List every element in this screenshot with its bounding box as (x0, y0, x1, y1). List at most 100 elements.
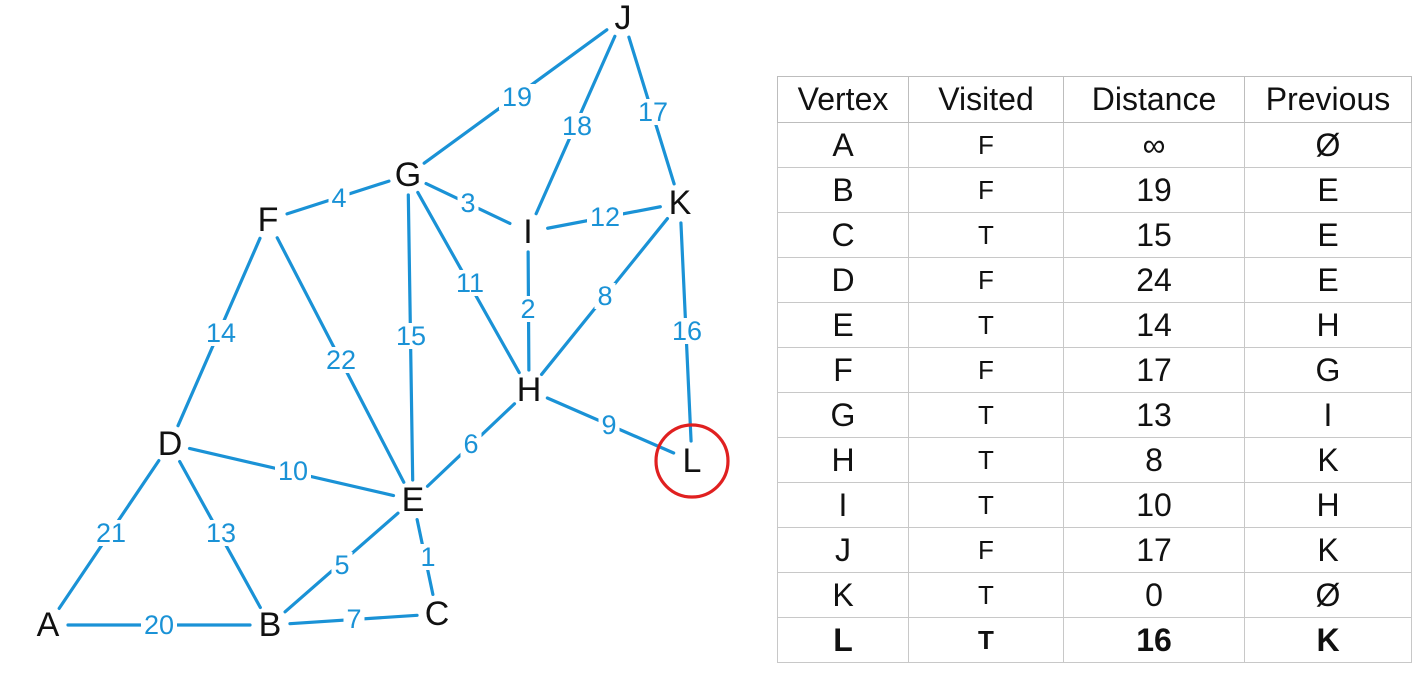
cell-distance: 10 (1064, 483, 1245, 528)
table-row-A: A F ∞ Ø (778, 123, 1412, 168)
cell-previous: K (1245, 618, 1412, 663)
edge-weight-G-H: 11 (456, 268, 484, 298)
header-visited: Visited (909, 77, 1064, 123)
edge-weight-B-C: 7 (346, 604, 361, 634)
edge-weight-F-E: 22 (326, 345, 356, 375)
edge-weight-D-F: 14 (206, 318, 236, 348)
cell-visited: T (909, 618, 1064, 663)
edge-weight-D-B: 13 (206, 518, 236, 548)
cell-distance: 8 (1064, 438, 1245, 483)
edge-weight-H-L: 9 (601, 410, 616, 440)
cell-distance: 19 (1064, 168, 1245, 213)
cell-previous: Ø (1245, 123, 1412, 168)
edge-weight-A-D: 21 (96, 518, 126, 548)
vertex-I: I (523, 213, 532, 251)
header-distance: Distance (1064, 77, 1245, 123)
cell-previous: H (1245, 483, 1412, 528)
cell-previous: G (1245, 348, 1412, 393)
edge-weight-E-B: 5 (334, 550, 349, 580)
header-vertex: Vertex (778, 77, 909, 123)
edge-weight-G-E: 15 (396, 321, 426, 351)
edge-weight-K-L: 16 (672, 316, 702, 346)
edge-weight-A-B: 20 (144, 610, 174, 640)
cell-distance: 16 (1064, 618, 1245, 663)
cell-distance: 0 (1064, 573, 1245, 618)
edge-weight-J-K: 17 (638, 97, 668, 127)
edge-weight-G-J: 19 (502, 82, 532, 112)
cell-visited: T (909, 573, 1064, 618)
edge-layer (59, 30, 691, 625)
edge-weight-K-H: 8 (597, 281, 612, 311)
vertex-layer: A B CDEFGHIJKL (37, 0, 728, 644)
cell-previous: K (1245, 438, 1412, 483)
vertex-B: B (259, 606, 282, 644)
cell-vertex: J (778, 528, 909, 573)
vertex-L: L (683, 442, 702, 480)
table-row-C: C T 15 E (778, 213, 1412, 258)
cell-vertex: I (778, 483, 909, 528)
vertex-J: J (615, 0, 632, 37)
cell-previous: Ø (1245, 573, 1412, 618)
cell-previous: E (1245, 213, 1412, 258)
cell-visited: F (909, 528, 1064, 573)
cell-visited: F (909, 123, 1064, 168)
table-row-I: I T 10 H (778, 483, 1412, 528)
table-row-L: L T 16 K (778, 618, 1412, 663)
header-previous: Previous (1245, 77, 1412, 123)
vertex-A: A (37, 606, 60, 644)
table-body: A F ∞ Ø B F 19 E C T 15 E D F 24 E E T 14 H F F 17 G G T 13 I H T 8 K I T… (778, 123, 1412, 663)
cell-previous: H (1245, 303, 1412, 348)
vertex-G: G (395, 156, 421, 194)
edge-weight-G-I: 3 (460, 188, 475, 218)
edge-weight-E-C: 1 (420, 542, 435, 572)
cell-vertex: G (778, 393, 909, 438)
cell-distance: 13 (1064, 393, 1245, 438)
cell-vertex: C (778, 213, 909, 258)
table-header-row: Vertex Visited Distance Previous (778, 77, 1412, 123)
cell-distance: 17 (1064, 348, 1245, 393)
table-row-J: J F 17 K (778, 528, 1412, 573)
vertex-E: E (402, 481, 425, 519)
cell-previous: E (1245, 168, 1412, 213)
cell-vertex: E (778, 303, 909, 348)
cell-vertex: F (778, 348, 909, 393)
cell-visited: F (909, 258, 1064, 303)
vertex-C: C (425, 595, 450, 633)
table-row-D: D F 24 E (778, 258, 1412, 303)
edge-weight-I-J: 18 (562, 111, 592, 141)
edge-weight-F-G: 4 (331, 183, 346, 213)
edge-weight-I-K: 12 (590, 202, 620, 232)
cell-visited: T (909, 483, 1064, 528)
cell-distance: 15 (1064, 213, 1245, 258)
cell-vertex: D (778, 258, 909, 303)
cell-distance: 24 (1064, 258, 1245, 303)
table-row-F: F F 17 G (778, 348, 1412, 393)
cell-previous: E (1245, 258, 1412, 303)
cell-previous: K (1245, 528, 1412, 573)
cell-vertex: L (778, 618, 909, 663)
cell-visited: F (909, 348, 1064, 393)
cell-vertex: H (778, 438, 909, 483)
edge-weight-H-E: 6 (463, 429, 478, 459)
dijkstra-table: Vertex Visited Distance Previous A F ∞ Ø B F 1… (777, 76, 1412, 663)
cell-distance: 14 (1064, 303, 1245, 348)
edge-weight-I-H: 2 (520, 294, 535, 324)
cell-visited: T (909, 393, 1064, 438)
table-row-B: B F 19 E (778, 168, 1412, 213)
vertex-F: F (258, 201, 279, 239)
cell-vertex: A (778, 123, 909, 168)
table-row-G: G T 13 I (778, 393, 1412, 438)
cell-distance: ∞ (1064, 123, 1245, 168)
cell-visited: T (909, 303, 1064, 348)
table-row-E: E T 14 H (778, 303, 1412, 348)
graph-diagram: 2021 13101422415311191812217816695 17 A B CD… (0, 0, 760, 694)
vertex-K: K (669, 184, 692, 222)
cell-vertex: B (778, 168, 909, 213)
cell-distance: 17 (1064, 528, 1245, 573)
cell-previous: I (1245, 393, 1412, 438)
cell-visited: T (909, 438, 1064, 483)
cell-visited: T (909, 213, 1064, 258)
cell-vertex: K (778, 573, 909, 618)
